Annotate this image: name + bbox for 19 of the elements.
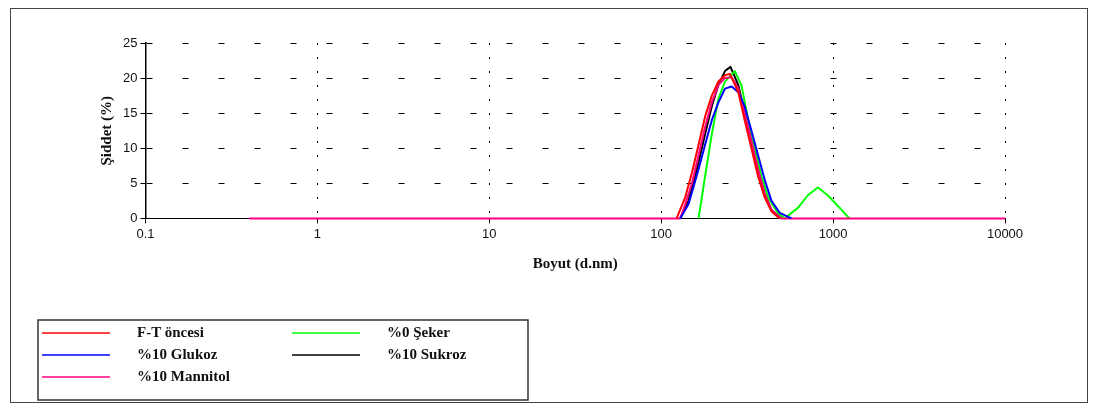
x-tick-label: 1 <box>313 225 321 241</box>
y-tick-label: 15 <box>122 104 138 120</box>
legend-label: %0 Şeker <box>387 323 451 340</box>
x-tick-label: 100 <box>650 225 673 241</box>
x-tick-label: 0.1 <box>136 225 155 241</box>
x-tick-label: 10000 <box>986 225 1024 241</box>
x-tick-label: 10 <box>482 225 497 241</box>
legend-label: %10 Sukroz <box>387 345 467 362</box>
x-tick-label: 1000 <box>818 225 848 241</box>
y-axis-title: Şiddet (%) <box>97 95 115 166</box>
y-tick-label: 25 <box>122 34 138 50</box>
legend-label: F-T öncesi <box>137 323 204 340</box>
y-tick-label: 5 <box>130 174 138 190</box>
y-tick-label: 0 <box>130 209 138 225</box>
legend-label: %10 Mannitol <box>137 367 230 384</box>
y-tick-label: 10 <box>122 139 138 155</box>
y-tick-label: 20 <box>122 69 138 85</box>
x-axis-title: Boyut (d.nm) <box>532 254 618 272</box>
legend-label: %10 Glukoz <box>137 345 218 362</box>
